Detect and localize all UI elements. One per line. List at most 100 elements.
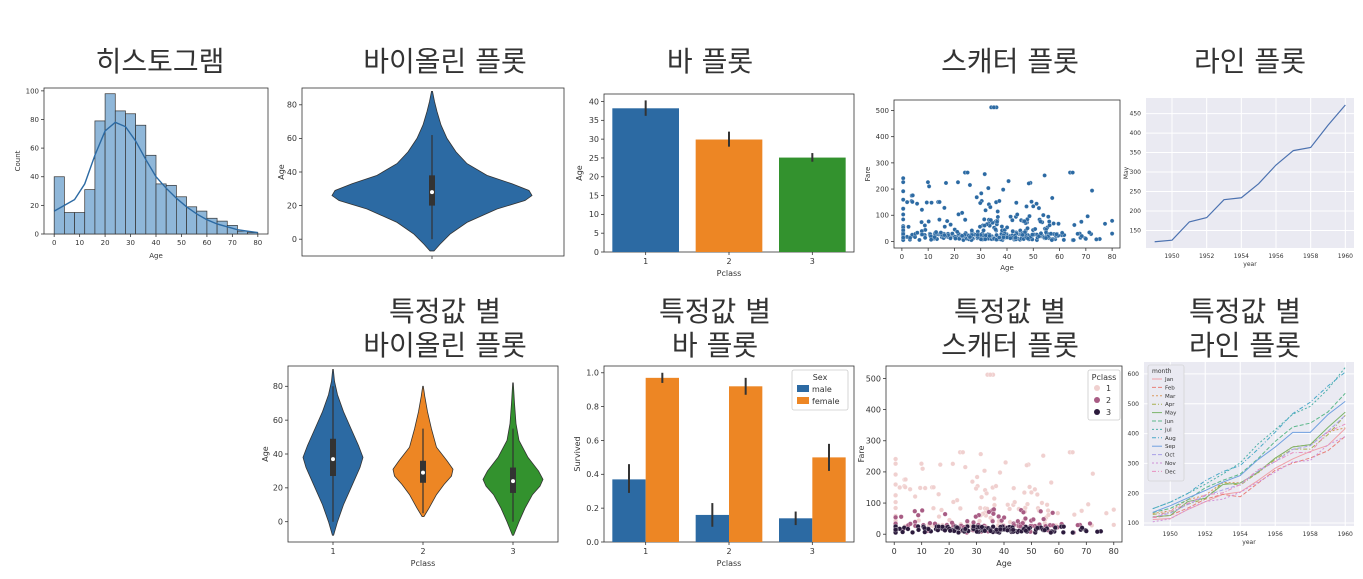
histogram-bar [84,189,96,235]
scatter-point-class-3 [1048,530,1054,536]
violin-median [331,457,335,462]
scatter-point [1054,232,1059,237]
scatter-point [1071,237,1076,243]
legend-swatch [797,397,809,404]
y-tick-label: 80 [287,101,297,110]
y-tick-label: 40 [30,173,39,181]
line-chart: 150 200 250 300 350 400 450 1950 1952 1954 1956 195… [1123,98,1354,268]
scatter-point-class-2 [1020,520,1026,526]
x-tick-label: 20 [944,547,954,556]
y-tick-label: 20 [30,202,39,210]
scatter-point-class-1 [893,505,899,511]
x-tick-label: 1 [643,547,648,556]
scatter-point-class-1 [962,464,968,470]
scatter-point-class-1 [902,484,908,490]
scatter-point-class-1 [917,485,923,491]
scatter-point [900,206,906,212]
scatter-point [986,185,991,191]
histogram-bar [64,212,75,235]
scatter-point [965,170,970,175]
scatter-point-class-1 [1055,510,1061,516]
y-tick-label: 200 [1130,208,1142,215]
scatter-chart: 0 100 200 300 400 500 0 10 20 30 40 50 60 70 80 Age Fare [864,99,1121,272]
y-tick-label: 200 [876,186,889,194]
scatter-point [937,217,942,222]
scatter-point-class-3 [1083,528,1089,534]
scatter-point [1024,204,1029,209]
scatter-point [982,217,987,222]
scatter-point-class-2 [1020,509,1026,515]
scatter-point-class-1 [1025,501,1030,507]
scatter-point-class-1 [1085,501,1091,507]
y-tick-label: 500 [1128,401,1140,408]
scatter-point-class-3 [916,527,921,533]
scatter-point-class-3 [990,524,996,530]
scatter-point [1079,219,1084,225]
y-tick-label: 400 [876,133,889,141]
scatter-point [1030,204,1036,209]
y-tick-label: 300 [1130,169,1142,176]
histogram-bar [53,176,65,235]
scatter-point [1032,226,1038,232]
scatter-point [1000,187,1006,192]
scatter-point-class-1 [1034,492,1040,497]
scatter-point [967,182,973,188]
scatter-point-class-3 [893,527,899,533]
scatter-point [979,191,984,196]
scatter-point-class-1 [930,505,936,511]
scatter-point [1025,236,1031,241]
scatter-point-class-3 [1010,527,1016,533]
x-tick-label: 70 [1081,253,1090,261]
x-axis-label: Age [1000,264,1014,272]
scatter-point-class-3 [954,525,960,530]
x-tick-label: 80 [253,239,262,247]
legend-box [1087,369,1121,421]
x-axis-label: Pclass [411,559,436,568]
histogram-bar [74,212,86,235]
histogram-bar [125,113,136,235]
scatter-point [900,175,906,181]
scatter-point-class-1 [1024,462,1030,468]
bar-1 [612,108,679,252]
scatter-point [1026,181,1032,186]
x-tick-label: 3 [510,547,515,556]
scatter-point-class-2 [986,509,992,515]
scatter-point [1038,231,1044,236]
x-tick-label: 3 [810,547,815,556]
bar-chart: 0 5 10 15 20 25 30 35 40 1 2 3 Pclass Age [575,93,855,278]
x-axis-label: year [1242,539,1256,546]
y-tick-label: 350 [1130,150,1142,157]
y-tick-label: 60 [30,145,39,153]
scatter-point [1038,219,1043,224]
scatter-point [942,232,947,238]
x-tick-label: 2 [726,257,731,266]
x-tick-label: 60 [1055,253,1064,261]
scatter-point-class-1 [1045,508,1051,514]
scatter-point [983,236,988,242]
scatter-by-class-chart: 0 100 200 300 400 500 0 10 20 30 40 50 60 70 80 Age Fare… [857,365,1123,568]
scatter-point-class-3 [922,529,928,535]
scatter-point [1075,231,1080,237]
scatter-point-class-1 [984,490,990,496]
scatter-point [932,234,937,240]
scatter-point [1083,236,1089,242]
scatter-point-class-3 [1079,525,1085,531]
x-tick-label: 20 [950,253,959,261]
scatter-point-class-2 [973,514,979,520]
x-tick-label: 1952 [1198,531,1213,538]
scatter-point [982,171,987,177]
line-series [1154,104,1346,243]
scatter-point-class-1 [1048,480,1054,485]
y-tick-label: 20 [273,484,283,493]
kde-curve [53,121,258,234]
title-violin: 바이올린 플롯 [363,45,527,78]
scatter-point-class-1 [893,482,899,487]
scatter-point-class-3 [971,524,976,529]
x-tick-label: 10 [917,547,927,556]
scatter-point-class-1 [1090,471,1096,477]
bar-female-2 [729,386,763,542]
scatter-point [950,231,955,236]
scatter-point [926,219,931,224]
scatter-point-class-1 [912,494,918,499]
y-axis-label: Count [14,150,22,171]
